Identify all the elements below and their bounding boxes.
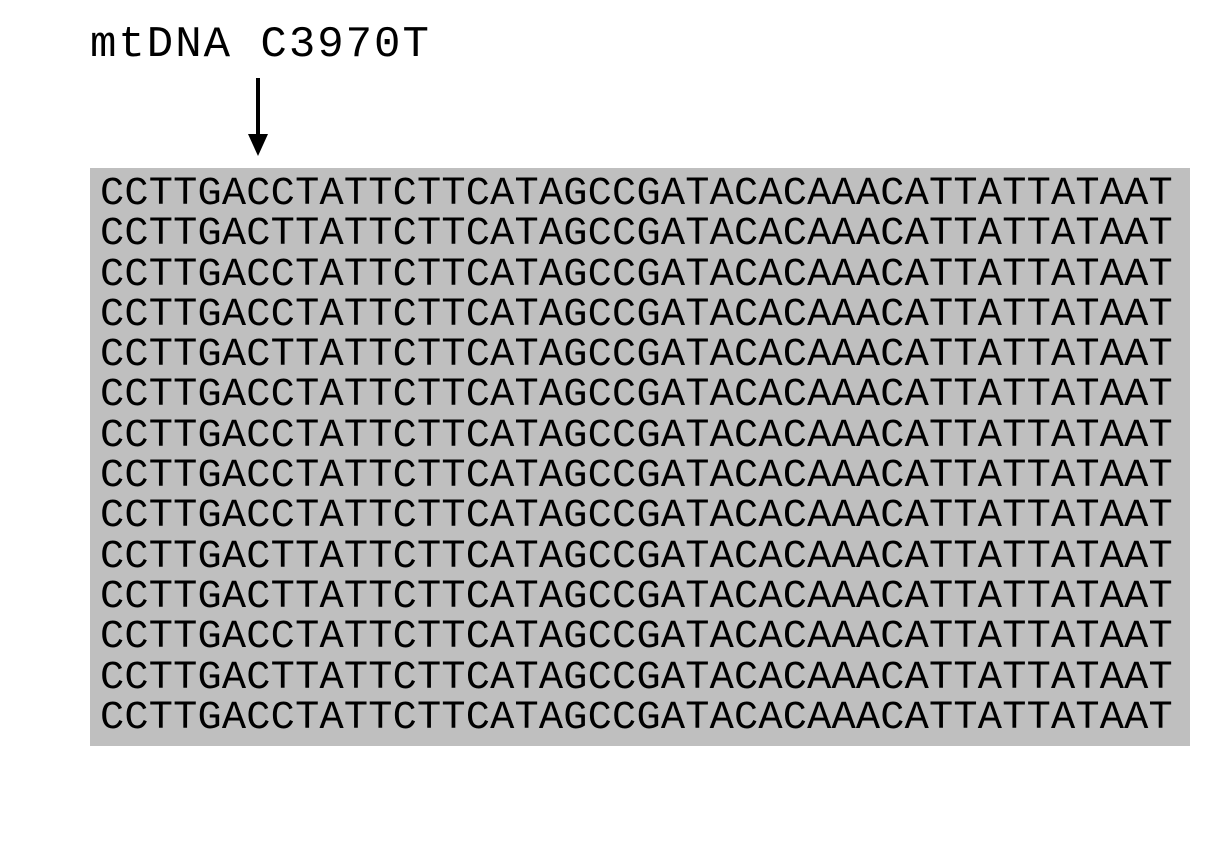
pointer-arrow-container — [238, 74, 278, 162]
sequence-line: CCTTGACTTATTCTTCATAGCCGATACACAAACATTATTA… — [100, 214, 1180, 254]
sequence-line: CCTTGACCTATTCTTCATAGCCGATACACAAACATTATTA… — [100, 295, 1180, 335]
sequence-line: CCTTGACCTATTCTTCATAGCCGATACACAAACATTATTA… — [100, 255, 1180, 295]
sequence-line: CCTTGACCTATTCTTCATAGCCGATACACAAACATTATTA… — [100, 416, 1180, 456]
sequence-line: CCTTGACCTATTCTTCATAGCCGATACACAAACATTATTA… — [100, 698, 1180, 738]
mutation-label: mtDNA C3970T — [90, 20, 1202, 70]
sequence-alignment-block: CCTTGACCTATTCTTCATAGCCGATACACAAACATTATTA… — [90, 168, 1190, 746]
sequence-line: CCTTGACTTATTCTTCATAGCCGATACACAAACATTATTA… — [100, 577, 1180, 617]
sequence-line: CCTTGACCTATTCTTCATAGCCGATACACAAACATTATTA… — [100, 496, 1180, 536]
sequence-line: CCTTGACTTATTCTTCATAGCCGATACACAAACATTATTA… — [100, 335, 1180, 375]
sequence-line: CCTTGACCTATTCTTCATAGCCGATACACAAACATTATTA… — [100, 174, 1180, 214]
sequence-line: CCTTGACCTATTCTTCATAGCCGATACACAAACATTATTA… — [100, 375, 1180, 415]
sequence-line: CCTTGACTTATTCTTCATAGCCGATACACAAACATTATTA… — [100, 658, 1180, 698]
sequence-line: CCTTGACCTATTCTTCATAGCCGATACACAAACATTATTA… — [100, 456, 1180, 496]
sequence-line: CCTTGACTTATTCTTCATAGCCGATACACAAACATTATTA… — [100, 537, 1180, 577]
down-arrow-icon — [238, 74, 278, 162]
figure-container: mtDNA C3970T CCTTGACCTATTCTTCATAGCCGATAC… — [0, 0, 1222, 766]
sequence-line: CCTTGACCTATTCTTCATAGCCGATACACAAACATTATTA… — [100, 617, 1180, 657]
